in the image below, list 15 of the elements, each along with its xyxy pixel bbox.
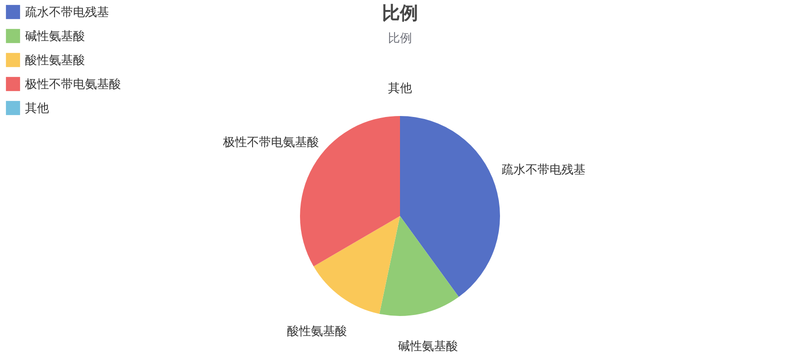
- legend-label: 极性不带电氨基酸: [24, 77, 121, 91]
- slice-label: 极性不带电氨基酸: [222, 134, 319, 149]
- pie-slice: [400, 116, 500, 297]
- category-label: 其他: [388, 81, 412, 95]
- text: 比例: [388, 31, 412, 45]
- pie-slice: [314, 216, 400, 314]
- pie-slice: [379, 216, 459, 316]
- legend-label: 其他: [25, 101, 49, 115]
- slice-label: 疏水不带电残基: [501, 162, 586, 176]
- legend-label: 疏水不带电残基: [25, 5, 109, 19]
- slice-label: 酸性氨基酸: [286, 324, 347, 338]
- legend-label: 酸性氨基酸: [25, 53, 85, 67]
- chart-title: 比例: [382, 3, 418, 24]
- legend-label: 碱性氨基酸: [25, 29, 85, 43]
- slice-label: 碱性氨基酸: [398, 339, 458, 354]
